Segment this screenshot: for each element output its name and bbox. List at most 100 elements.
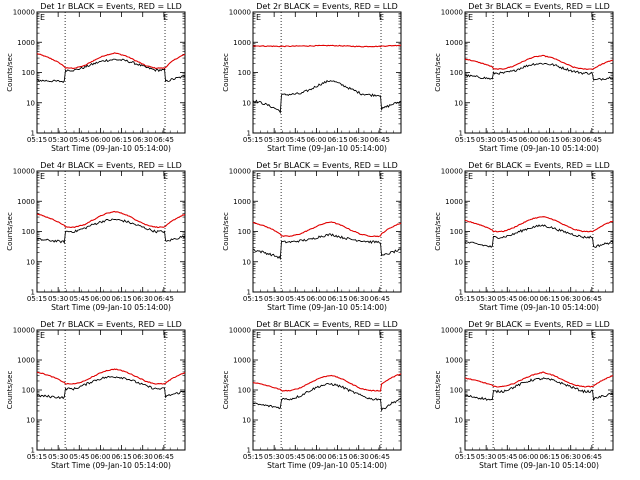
x-tick-label: 06:45 xyxy=(154,453,174,461)
y-tick-label: 1000 xyxy=(445,198,463,206)
y-tick-label: 10000 xyxy=(441,168,463,176)
panel-title: Det 6r BLACK = Events, RED = LLD xyxy=(468,161,610,170)
plot-frame xyxy=(252,329,402,451)
corner-mark-right: E xyxy=(379,172,384,181)
x-tick-label: 06:15 xyxy=(111,295,131,303)
y-tick-label: 1000 xyxy=(17,357,35,365)
series-lld-red xyxy=(464,216,614,233)
corner-mark-left: E xyxy=(40,13,45,22)
x-tick-label: 05:15 xyxy=(27,453,47,461)
y-tick-label: 10 xyxy=(242,258,251,266)
y-axis-label: Counts/sec xyxy=(6,53,14,92)
y-tick-label: 100 xyxy=(22,228,35,236)
y-tick-label: 10000 xyxy=(441,9,463,17)
y-tick-label: 1 xyxy=(247,130,251,138)
series-lld-red xyxy=(36,368,186,385)
y-tick-label: 10 xyxy=(242,417,251,425)
y-tick-label: 1 xyxy=(247,447,251,455)
series-lld-red xyxy=(464,54,614,71)
corner-mark-left: E xyxy=(256,172,261,181)
x-axis-label: Start Time (09-Jan-10 05:14:00) xyxy=(51,303,171,312)
y-axis-label: Counts/sec xyxy=(222,53,230,92)
y-tick-label: 1 xyxy=(247,289,251,297)
x-tick-label: 05:45 xyxy=(497,453,517,461)
x-tick-label: 05:30 xyxy=(48,295,68,303)
y-axis-label: Counts/sec xyxy=(222,371,230,410)
x-tick-label: 05:30 xyxy=(476,453,496,461)
y-axis-label: Counts/sec xyxy=(222,212,230,251)
corner-mark-right: E xyxy=(379,13,384,22)
y-tick-label: 10 xyxy=(242,99,251,107)
x-tick-label: 06:00 xyxy=(90,295,110,303)
y-tick-label: 10 xyxy=(26,99,35,107)
x-axis-label: Start Time (09-Jan-10 05:14:00) xyxy=(267,144,387,153)
x-tick-label: 06:15 xyxy=(327,295,347,303)
corner-mark-right: E xyxy=(591,331,596,340)
y-tick-label: 100 xyxy=(450,69,463,77)
y-tick-label: 10 xyxy=(454,99,463,107)
y-tick-label: 1000 xyxy=(233,39,251,47)
x-tick-label: 06:00 xyxy=(518,453,538,461)
x-tick-label: 06:00 xyxy=(518,136,538,144)
x-tick-label: 05:45 xyxy=(285,295,305,303)
y-tick-label: 1000 xyxy=(445,357,463,365)
y-tick-label: 1000 xyxy=(445,39,463,47)
x-tick-label: 05:45 xyxy=(497,136,517,144)
series-events-black xyxy=(252,79,401,115)
x-tick-label: 06:15 xyxy=(539,295,559,303)
x-tick-label: 05:15 xyxy=(27,136,47,144)
panel-title: Det 8r BLACK = Events, RED = LLD xyxy=(256,320,398,329)
panel-title: Det 2r BLACK = Events, RED = LLD xyxy=(256,2,398,11)
y-tick-label: 10 xyxy=(26,258,35,266)
panel-title: Det 1r BLACK = Events, RED = LLD xyxy=(40,2,182,11)
panel-title: Det 3r BLACK = Events, RED = LLD xyxy=(468,2,610,11)
series-events-black xyxy=(252,382,402,412)
y-tick-label: 1 xyxy=(459,289,463,297)
corner-mark-left: E xyxy=(40,172,45,181)
series-lld-red xyxy=(252,221,402,238)
x-tick-label: 06:15 xyxy=(539,136,559,144)
x-tick-label: 06:45 xyxy=(370,453,390,461)
y-axis-label: Counts/sec xyxy=(6,212,14,251)
series-lld-red xyxy=(36,210,186,229)
y-tick-label: 1 xyxy=(31,130,35,138)
panel-title: Det 5r BLACK = Events, RED = LLD xyxy=(256,161,398,170)
y-tick-label: 10000 xyxy=(13,9,35,17)
y-tick-label: 100 xyxy=(22,387,35,395)
series-events-black xyxy=(252,233,402,261)
x-tick-label: 06:45 xyxy=(370,295,390,303)
corner-mark-left: E xyxy=(468,172,473,181)
y-tick-label: 1000 xyxy=(233,357,251,365)
y-tick-label: 1 xyxy=(459,130,463,138)
x-axis-label: Start Time (09-Jan-10 05:14:00) xyxy=(479,144,599,153)
x-tick-label: 05:15 xyxy=(455,136,475,144)
x-tick-label: 05:30 xyxy=(476,136,496,144)
series-lld-red xyxy=(252,44,402,48)
x-axis-label: Start Time (09-Jan-10 05:14:00) xyxy=(267,303,387,312)
y-tick-label: 10000 xyxy=(13,168,35,176)
x-tick-label: 06:15 xyxy=(327,453,347,461)
y-tick-label: 100 xyxy=(238,69,251,77)
corner-mark-right: E xyxy=(163,172,168,181)
x-tick-label: 06:30 xyxy=(133,453,153,461)
x-tick-label: 05:30 xyxy=(264,453,284,461)
x-tick-label: 05:15 xyxy=(27,295,47,303)
x-axis-label: Start Time (09-Jan-10 05:14:00) xyxy=(479,461,599,470)
series-lld-red xyxy=(464,371,614,388)
plot-frame xyxy=(36,170,186,293)
series-events-black xyxy=(36,218,186,245)
y-tick-label: 10000 xyxy=(229,9,251,17)
series-events-black xyxy=(36,375,186,400)
x-tick-label: 05:30 xyxy=(48,453,68,461)
x-tick-label: 06:00 xyxy=(306,136,326,144)
x-tick-label: 06:15 xyxy=(539,453,559,461)
x-tick-label: 05:45 xyxy=(285,453,305,461)
series-lld-red xyxy=(36,52,186,69)
corner-mark-left: E xyxy=(256,331,261,340)
corner-mark-left: E xyxy=(468,13,473,22)
